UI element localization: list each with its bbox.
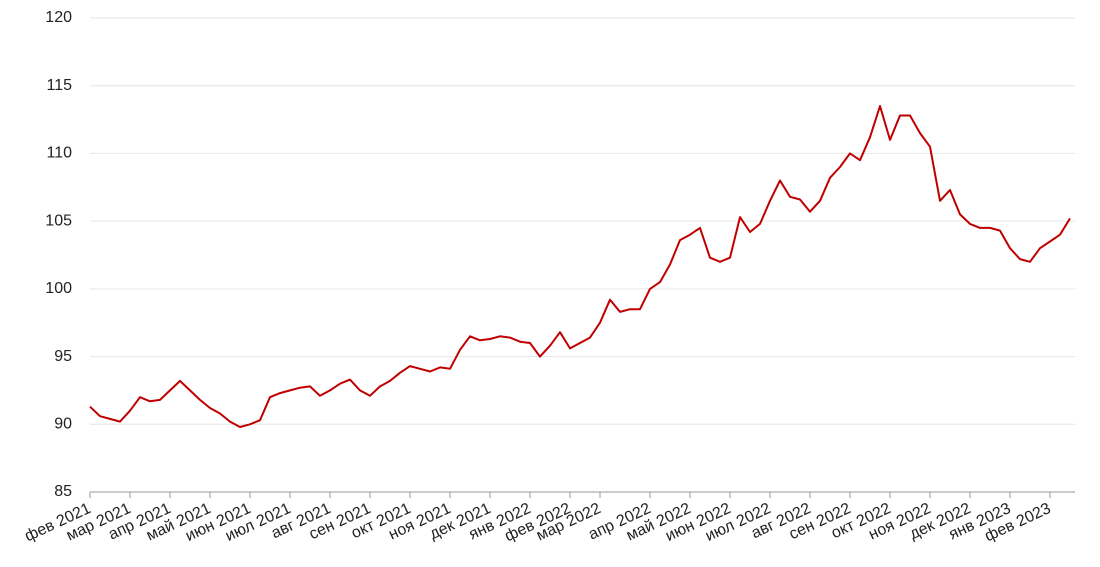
y-tick-label: 95 — [54, 348, 72, 365]
y-tick-label: 105 — [45, 212, 72, 229]
y-tick-label: 110 — [46, 145, 72, 162]
y-tick-label: 100 — [45, 280, 72, 297]
y-tick-label: 85 — [54, 483, 72, 500]
y-tick-label: 115 — [46, 77, 72, 94]
y-tick-label: 90 — [54, 416, 72, 433]
y-tick-label: 120 — [45, 9, 72, 26]
line — [89, 105, 1071, 428]
